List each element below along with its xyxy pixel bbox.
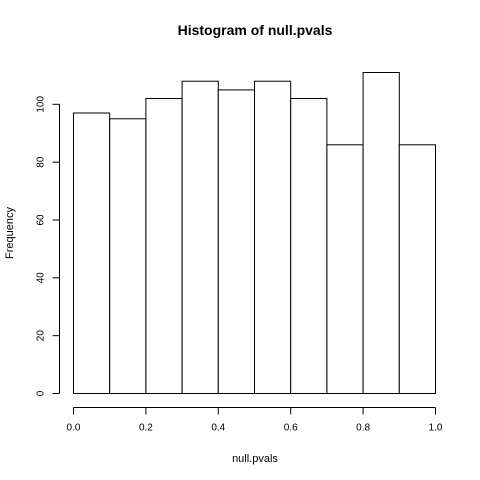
y-tick-label: 100 xyxy=(36,96,47,113)
y-tick-label: 20 xyxy=(36,330,47,342)
x-axis: 0.0 0.2 0.4 0.6 0.8 1.0 xyxy=(67,407,443,434)
y-tick-label: 80 xyxy=(36,156,47,168)
y-axis: 0 20 40 60 80 100 xyxy=(36,96,60,396)
histogram-bar xyxy=(362,72,400,394)
histogram-bar xyxy=(398,144,436,394)
histogram-bar xyxy=(326,144,364,394)
x-axis-label: null.pvals xyxy=(232,453,278,465)
histogram-bar xyxy=(217,89,256,395)
bars-group xyxy=(73,72,436,395)
histogram-bar xyxy=(290,98,328,394)
histogram-bar xyxy=(109,118,147,395)
x-tick-label: 0.6 xyxy=(284,423,298,434)
x-tick-label: 0.2 xyxy=(139,423,153,434)
x-tick-label: 0.0 xyxy=(67,423,81,434)
histogram-bar xyxy=(73,112,111,394)
histogram-bar xyxy=(254,80,292,394)
y-tick-label: 60 xyxy=(36,214,47,226)
histogram-bar xyxy=(181,80,219,394)
y-axis-label: Frequency xyxy=(4,207,16,259)
chart-title: Histogram of null.pvals xyxy=(178,22,333,38)
y-tick-label: 40 xyxy=(36,272,47,284)
x-tick-label: 1.0 xyxy=(429,423,443,434)
histogram-bar xyxy=(145,98,183,394)
x-tick-label: 0.4 xyxy=(211,423,225,434)
y-tick-label: 0 xyxy=(36,390,47,396)
x-tick-label: 0.8 xyxy=(356,423,370,434)
